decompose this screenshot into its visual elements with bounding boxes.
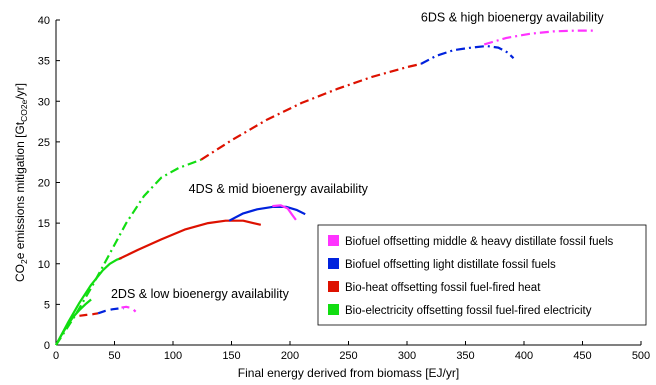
legend-swatch <box>328 235 339 246</box>
y-tick-label: 30 <box>38 96 50 108</box>
x-tick-label: 50 <box>108 350 120 362</box>
series-line-6ds-11 <box>483 29 595 46</box>
legend-box <box>317 224 647 326</box>
series-line-2ds-3 <box>121 305 137 313</box>
y-tick-label: 40 <box>38 15 50 27</box>
y-axis-label-mid: e emissions mitigation [Gt <box>13 121 27 259</box>
annotation-label: 6DS & high bioenergy availability <box>421 11 604 25</box>
legend-item-label: Bio-electricity offsetting fossil fuel-f… <box>345 305 592 317</box>
x-axis-label: Final energy derived from biomass [EJ/yr… <box>238 366 459 380</box>
series-line-6ds-9 <box>200 62 422 161</box>
x-tick-label: 200 <box>281 350 299 362</box>
x-tick-label: 400 <box>515 350 533 362</box>
series-line-4ds-5 <box>118 219 262 260</box>
y-axis-label-prefix: CO <box>13 264 27 282</box>
y-tick-label: 15 <box>38 218 50 230</box>
annotation-label: 4DS & mid bioenergy availability <box>189 182 369 196</box>
x-tick-label: 350 <box>456 350 474 362</box>
legend-swatch <box>328 281 339 292</box>
x-tick-label: 450 <box>573 350 591 362</box>
y-axis-label: CO2e emissions mitigation [GtCO2e/yr] <box>13 83 29 282</box>
y-tick-label: 35 <box>38 56 50 68</box>
axes: 0 50 100 150 200 250 300 350 400 450 500 0 5 10 15 20 25… <box>38 15 650 362</box>
legend-item-label: Biofuel offsetting light distillate foss… <box>345 259 556 271</box>
series-line-4ds-6 <box>228 205 306 222</box>
y-tick-label: 25 <box>38 137 50 149</box>
annotation-label: 2DS & low bioenergy availability <box>111 287 290 301</box>
legend-item-label: Biofuel offsetting middle & heavy distil… <box>345 236 614 248</box>
x-tick-label: 0 <box>53 350 59 362</box>
legend-item-label: Bio-heat offsetting fossil fuel-fired he… <box>345 282 541 294</box>
legend-swatch <box>328 304 339 315</box>
series-line-2ds-1 <box>79 312 99 317</box>
y-axis-label-suffix: /yr] <box>13 83 27 100</box>
y-tick-label: 20 <box>38 178 50 190</box>
legend-swatch <box>328 258 339 269</box>
series-line-2ds-2 <box>97 307 124 315</box>
series-line-4ds-7 <box>272 204 297 221</box>
annotation-layer: 6DS & high bioenergy availability 4DS & m… <box>111 11 604 301</box>
legend: Biofuel offsetting middle & heavy distil… <box>317 224 647 326</box>
y-tick-label: 10 <box>38 259 50 271</box>
x-tick-label: 250 <box>339 350 357 362</box>
x-tick-label: 300 <box>398 350 416 362</box>
x-tick-label: 500 <box>632 350 650 362</box>
x-tick-label: 100 <box>164 350 182 362</box>
series-layer <box>55 29 595 346</box>
y-axis-label-sub: 2 <box>19 259 29 264</box>
y-tick-label: 5 <box>44 299 50 311</box>
series-line-6ds-10 <box>420 44 515 65</box>
x-tick-label: 150 <box>222 350 240 362</box>
series-line-6ds-8 <box>55 158 202 346</box>
y-tick-label: 0 <box>44 340 50 352</box>
y-axis-label-sub2: CO2e <box>19 99 29 121</box>
